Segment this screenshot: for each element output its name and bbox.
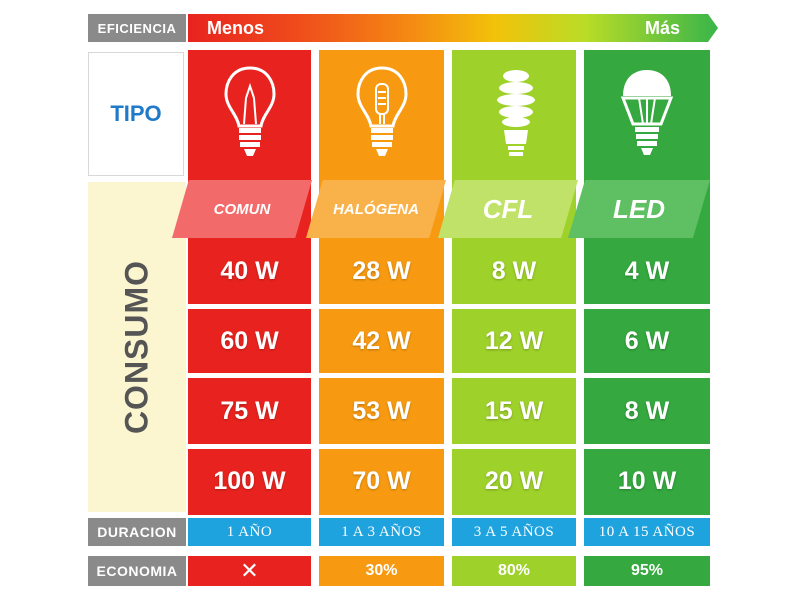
watt-cell: 8 W [624,396,670,425]
duration-cell-halogena: 1 A 3 AÑOS [319,518,444,546]
type-label-comun: COMUN [213,200,271,218]
cfl-bulb-icon [486,62,546,162]
column-cfl [452,50,576,515]
economy-cell-cfl: 80% [452,556,576,586]
duracion-label: DURACION [88,518,186,546]
halogen-bulb-icon [352,62,412,162]
type-label-led: LED [613,193,665,224]
duration-cell-cfl: 3 A 5 AÑOS [452,518,576,546]
efficiency-more-text: Más [645,17,681,38]
incandescent-bulb-icon [220,62,280,162]
watt-cell: 20 W [484,466,544,495]
consumo-label: CONSUMO [118,259,155,435]
watt-cell: 6 W [624,326,670,355]
led-bulb-icon [617,62,677,162]
economy-cell-led: 95% [584,556,710,586]
watt-cell: 10 W [617,466,677,495]
watt-cell: 28 W [352,256,411,285]
type-banner-halogena: HALÓGENA [306,180,446,238]
economy-cell-comun: ✕ [188,556,311,586]
watt-cell: 42 W [352,326,411,355]
tipo-label: TIPO [110,101,162,126]
duration-cell-led: 10 A 15 AÑOS [584,518,710,546]
type-banner-cfl: CFL [438,180,578,238]
watt-cell: 75 W [220,396,279,425]
type-banner-comun: COMUN [172,180,312,238]
duration-cell-comun: 1 AÑO [188,518,311,546]
economy-cell-halogena: 30% [319,556,444,586]
efficiency-less-text: Menos [207,17,265,38]
row-divider [188,304,710,309]
watt-cell: 8 W [491,256,537,285]
watt-cell: 53 W [352,396,411,425]
watt-cell: 70 W [352,466,411,495]
watt-cell: 12 W [484,326,544,355]
economia-label: ECONOMIA [88,556,186,586]
efficiency-label: EFICIENCIA [88,14,186,42]
type-label-cfl: CFL [482,193,534,224]
row-divider [188,373,710,378]
row-divider [188,444,710,449]
watt-cell: 60 W [220,326,279,355]
tipo-box: TIPO [88,52,184,176]
watt-cell: 100 W [213,466,286,495]
type-banner-led: LED [568,180,710,238]
watt-cell: 15 W [484,396,544,425]
consumo-panel: CONSUMO [88,182,186,512]
watt-cell: 40 W [220,256,279,285]
type-label-halogena: HALÓGENA [333,200,419,218]
efficiency-gradient-bar [188,14,718,42]
watt-cell: 4 W [624,256,670,285]
